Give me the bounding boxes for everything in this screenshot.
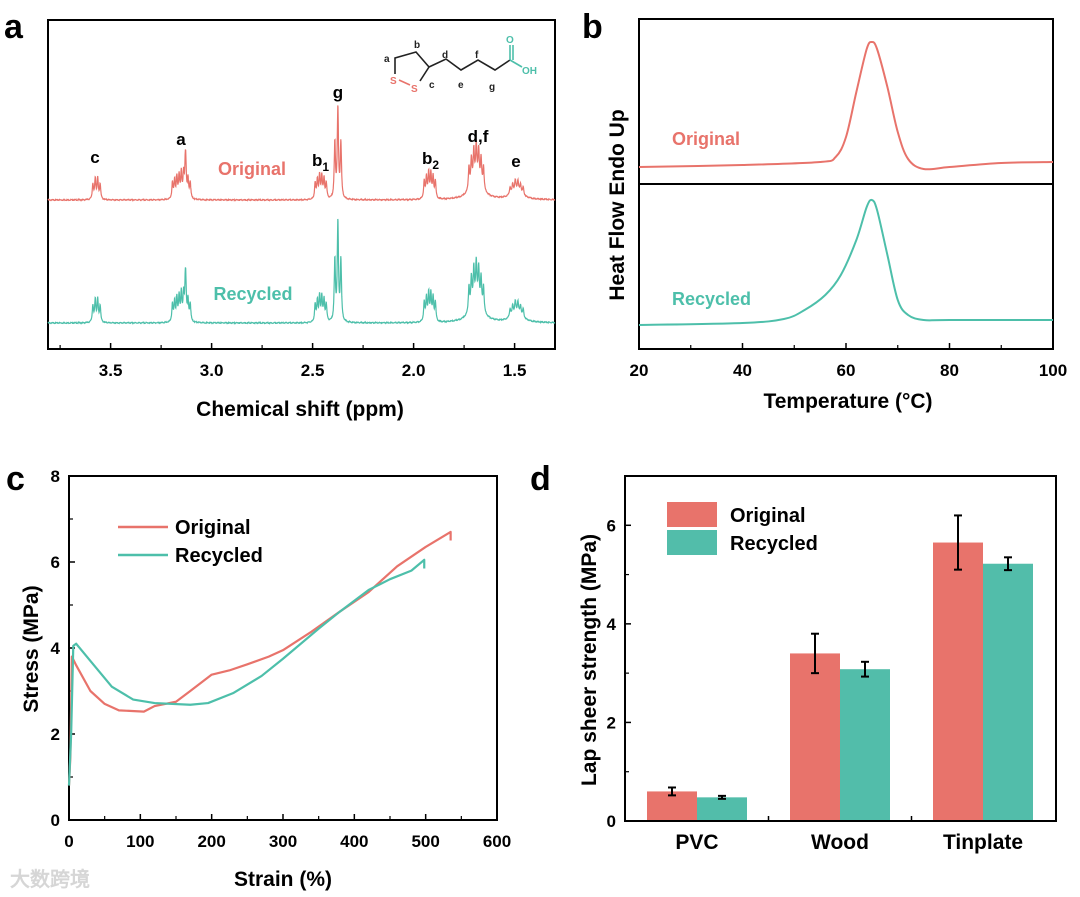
y-axis-label-b: Heat Flow Endo Up	[606, 109, 629, 300]
x-tick-label-c: 0	[64, 832, 73, 851]
y-tick-label-c: 8	[51, 467, 60, 486]
stress-strain-curve-recycled	[67, 558, 426, 786]
x-tick-label-a: 3.0	[200, 361, 224, 380]
x-tick-label-b: 40	[733, 361, 752, 380]
category-label-wood: Wood	[811, 831, 869, 854]
stress-strain-curve-original	[67, 530, 452, 786]
peak-label-a: a	[176, 130, 186, 149]
dsc-curve-recycled	[638, 198, 1053, 326]
panel-b: b 20 40 60 80 100 Temperature (°C) Heat Flow…	[582, 8, 1067, 413]
legend-label-recycled: Recycled	[730, 533, 818, 555]
x-tick-label-b: 80	[940, 361, 959, 380]
legend-label-recycled: Recycled	[175, 545, 263, 567]
peak-label-df: d,f	[468, 127, 489, 146]
structure-label-a: a	[384, 54, 390, 65]
peak-label-b2: b2	[422, 149, 439, 172]
x-tick-label-a: 2.5	[301, 361, 325, 380]
bar-recycled-pvc	[697, 797, 747, 821]
x-tick-label-a: 1.5	[503, 361, 527, 380]
x-tick-label-a: 2.0	[402, 361, 426, 380]
y-tick-label-c: 0	[51, 811, 60, 830]
peak-label-text: b	[312, 151, 322, 170]
peak-label-subscript: 1	[322, 160, 329, 174]
y-tick-label-c: 6	[51, 553, 60, 572]
x-tick-label-c: 300	[269, 832, 297, 851]
x-tick-label-c: 100	[126, 832, 154, 851]
y-tick-label-d: 2	[607, 713, 616, 732]
bar-original-wood	[790, 653, 840, 821]
peak-label-c: c	[90, 148, 99, 167]
category-label-tinplate: Tinplate	[943, 831, 1023, 854]
legend-label-original: Original	[730, 505, 806, 527]
x-axis-label-c: Strain (%)	[234, 868, 332, 891]
panel-a: a 3.5 3.0 2.5 2.0 1.5 Chemical shift (ppm) O…	[4, 8, 556, 421]
structure-label-g: g	[489, 82, 495, 93]
dsc-curve-original	[638, 40, 1054, 171]
panel-label-c: c	[6, 460, 25, 498]
x-axis-label-a: Chemical shift (ppm)	[196, 398, 404, 421]
legend-swatch-recycled	[667, 530, 717, 555]
y-axis-label-d: Lap sheer strength (MPa)	[578, 534, 601, 786]
y-tick-label-d: 0	[607, 812, 616, 831]
x-tick-label-c: 400	[340, 832, 368, 851]
structure-label-oxygen: O	[506, 35, 514, 46]
y-tick-label-c: 4	[51, 639, 61, 658]
x-tick-label-c: 200	[197, 832, 225, 851]
nmr-trace-recycled	[47, 218, 556, 326]
bar-recycled-tinplate	[983, 563, 1033, 821]
x-tick-label-a: 3.5	[99, 361, 123, 380]
structure-label-sulfur-1: S	[390, 76, 397, 87]
watermark: 大数跨境	[10, 867, 90, 891]
series-label-original: Original	[672, 129, 740, 149]
series-label-recycled: Recycled	[213, 284, 292, 304]
y-tick-label-d: 6	[607, 516, 616, 535]
bar-original-tinplate	[933, 542, 983, 821]
peak-label-subscript: 2	[432, 158, 439, 172]
plot-frame-d	[624, 475, 1057, 822]
nmr-trace-original	[47, 105, 556, 202]
peak-label-e: e	[511, 152, 520, 171]
structure-label-f: f	[475, 50, 479, 61]
panel-d: d 0 2 4 6 PVC Wood Tinplate Lap sheer strength…	[530, 460, 1057, 854]
peak-label-b1: b1	[312, 151, 329, 174]
structure-label-d: d	[442, 50, 448, 61]
legend-d: Original Recycled	[667, 502, 818, 555]
x-tick-label-b: 20	[630, 361, 649, 380]
panel-c: c 0 100 200 300 400 500 600 0 2 4 6 8 Strain (%) St…	[6, 460, 511, 891]
legend-label-original: Original	[175, 517, 251, 539]
panel-label-b: b	[582, 8, 603, 46]
x-tick-label-b: 60	[837, 361, 856, 380]
plot-frame-a	[47, 19, 556, 350]
legend-c: Original Recycled	[118, 517, 263, 567]
lipoic-acid-structure: a b c d e f g S S O OH	[384, 35, 537, 95]
panel-label-a: a	[4, 8, 24, 46]
peak-label-text: b	[422, 149, 432, 168]
series-label-original: Original	[218, 159, 286, 179]
x-tick-label-b: 100	[1039, 361, 1067, 380]
structure-label-hydroxyl: OH	[522, 66, 537, 77]
x-tick-label-c: 500	[411, 832, 439, 851]
series-label-recycled: Recycled	[672, 289, 751, 309]
y-tick-label-c: 2	[51, 725, 60, 744]
peak-label-g: g	[333, 83, 343, 102]
y-tick-label-d: 4	[607, 615, 617, 634]
bar-recycled-wood	[840, 669, 890, 821]
y-axis-label-c: Stress (MPa)	[20, 585, 43, 712]
legend-swatch-original	[667, 502, 717, 527]
category-label-pvc: PVC	[675, 831, 718, 854]
structure-label-e: e	[458, 80, 464, 91]
structure-label-b: b	[414, 40, 420, 51]
x-tick-label-c: 600	[483, 832, 511, 851]
structure-label-sulfur-2: S	[411, 84, 418, 95]
structure-label-c: c	[429, 80, 435, 91]
panel-label-d: d	[530, 460, 551, 498]
x-axis-label-b: Temperature (°C)	[763, 390, 932, 413]
